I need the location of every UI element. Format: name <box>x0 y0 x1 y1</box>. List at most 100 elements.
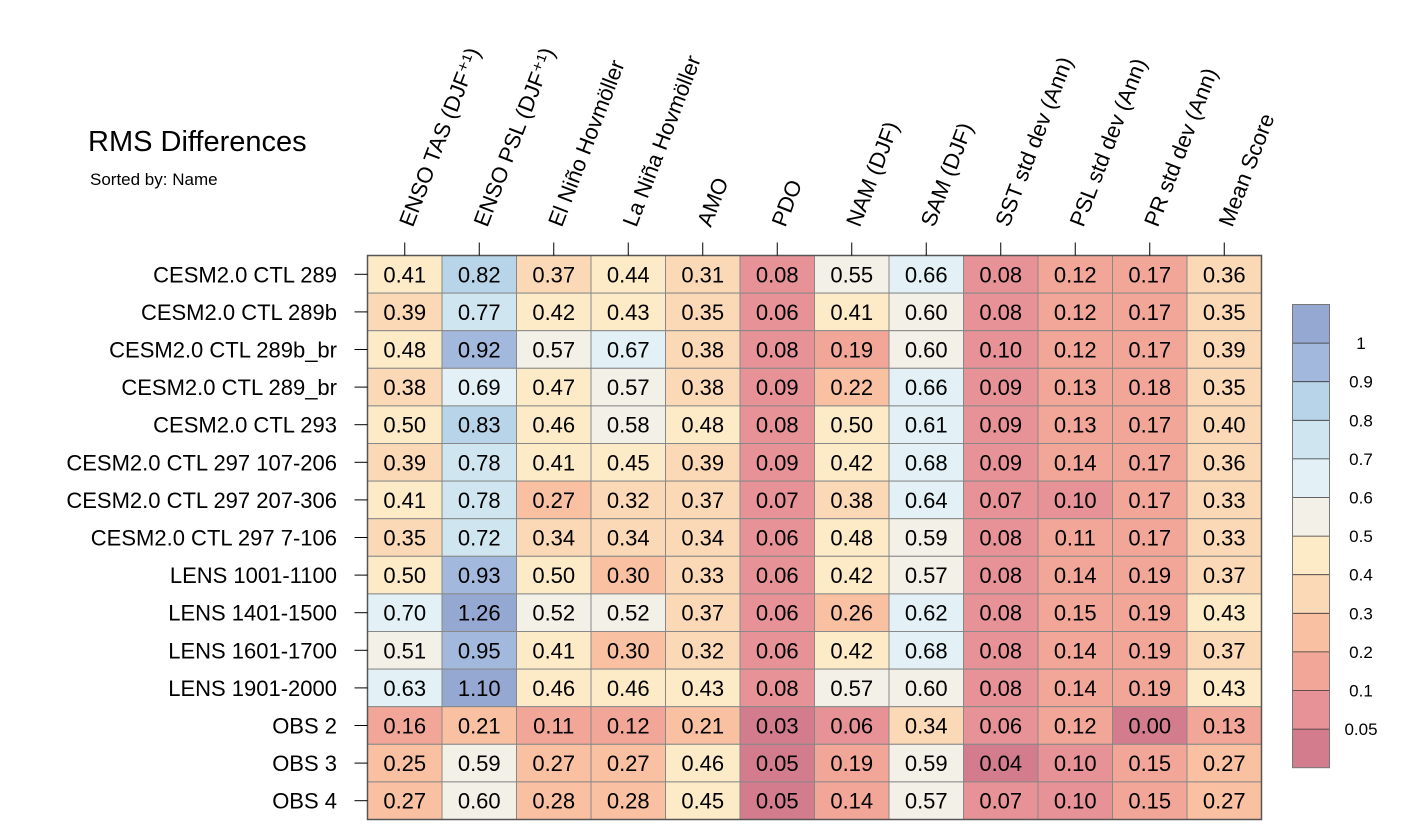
cell-value: 0.39 <box>1203 338 1246 363</box>
heatmap-cell <box>1037 668 1113 708</box>
column-label: AMO <box>692 174 733 230</box>
cell-value: 0.52 <box>607 601 650 626</box>
heatmap-cell <box>814 255 890 294</box>
heatmap-cell <box>665 292 741 332</box>
cell-value: 0.70 <box>383 601 426 626</box>
cell-value: 0.05 <box>756 789 799 814</box>
cell-value: 0.43 <box>681 676 724 701</box>
cell-value: 0.60 <box>905 300 948 325</box>
heatmap-cell <box>1186 781 1262 821</box>
cell-value: 0.30 <box>607 638 650 663</box>
cell-value: 0.14 <box>1054 676 1097 701</box>
cell-value: 0.82 <box>458 262 501 287</box>
cell-value: 0.66 <box>905 375 948 400</box>
cell-value: 0.17 <box>1128 488 1171 513</box>
cell-value: 0.27 <box>1203 751 1246 776</box>
cell-value: 0.57 <box>830 676 873 701</box>
heatmap-cell <box>1037 255 1113 294</box>
cell-value: 0.31 <box>681 262 724 287</box>
heatmap-cell <box>665 443 741 482</box>
cell-value: 0.06 <box>756 300 799 325</box>
cell-value: 0.61 <box>905 413 948 438</box>
cell-value: 0.36 <box>1203 450 1246 475</box>
cell-value: 0.46 <box>681 751 724 776</box>
cell-value: 0.68 <box>905 638 948 663</box>
legend-swatch <box>1292 343 1330 382</box>
cell-value: 0.06 <box>756 563 799 588</box>
cell-value: 0.46 <box>532 676 575 701</box>
cell-value: 0.55 <box>830 262 873 287</box>
chart-title: RMS Differences <box>88 126 307 158</box>
cell-value: 0.28 <box>532 789 575 814</box>
cell-value: 0.37 <box>681 601 724 626</box>
cell-value: 0.42 <box>532 300 575 325</box>
cell-value: 0.38 <box>383 375 426 400</box>
heatmap-cell <box>516 405 592 444</box>
cell-value: 0.12 <box>1054 714 1097 739</box>
heatmap-cell <box>367 555 443 595</box>
heatmap-cell <box>1037 367 1113 407</box>
cell-value: 0.08 <box>979 262 1022 287</box>
heatmap-cell <box>1037 518 1113 557</box>
cell-value: 0.32 <box>681 638 724 663</box>
heatmap-cell <box>888 781 964 821</box>
cell-value: 0.38 <box>681 338 724 363</box>
legend-label: 0.9 <box>1349 373 1373 392</box>
cell-value: 0.12 <box>1054 300 1097 325</box>
cell-value: 0.14 <box>1054 563 1097 588</box>
cell-value: 0.57 <box>905 789 948 814</box>
cell-value: 0.07 <box>756 488 799 513</box>
heatmap-cell <box>963 743 1039 783</box>
heatmap-cell <box>441 443 517 482</box>
cell-value: 0.42 <box>830 638 873 663</box>
heatmap-cell <box>739 405 815 444</box>
cell-value: 0.15 <box>1054 601 1097 626</box>
legend-swatch <box>1292 304 1330 344</box>
cell-value: 0.72 <box>458 526 501 551</box>
cell-value: 0.41 <box>830 300 873 325</box>
cell-value: 0.19 <box>830 751 873 776</box>
cell-value: 0.39 <box>383 300 426 325</box>
legend-swatch <box>1292 458 1330 498</box>
cell-value: 0.18 <box>1128 375 1171 400</box>
heatmap-cell <box>739 631 815 670</box>
cell-value: 0.11 <box>1055 526 1096 551</box>
cell-value: 0.07 <box>979 488 1022 513</box>
cell-value: 0.59 <box>905 751 948 776</box>
cell-value: 1.26 <box>458 601 501 626</box>
legend-label: 0.3 <box>1349 604 1373 623</box>
row-label: CESM2.0 CTL 289b_br <box>109 338 337 363</box>
legend-swatch <box>1292 574 1330 614</box>
cell-value: 0.03 <box>756 714 799 739</box>
cell-value: 0.33 <box>1203 488 1246 513</box>
heatmap-cell <box>665 593 741 633</box>
cell-value: 0.64 <box>905 488 948 513</box>
cell-value: 0.09 <box>979 450 1022 475</box>
heatmap-cell <box>739 781 815 821</box>
cell-value: 0.25 <box>383 751 426 776</box>
heatmap-cell <box>590 555 666 595</box>
legend-label: 0.2 <box>1349 643 1373 662</box>
cell-value: 0.92 <box>458 338 501 363</box>
heatmap-cell <box>963 443 1039 482</box>
cell-value: 0.51 <box>383 638 426 663</box>
cell-value: 0.21 <box>458 714 501 739</box>
cell-value: 0.08 <box>979 563 1022 588</box>
cell-value: 0.59 <box>905 526 948 551</box>
column-label: NAM (DJF) <box>841 118 904 230</box>
heatmap-cell <box>888 518 964 557</box>
cell-value: 0.39 <box>383 450 426 475</box>
cell-value: 0.93 <box>458 563 501 588</box>
heatmap-cell <box>441 518 517 557</box>
cell-value: 0.52 <box>532 601 575 626</box>
cell-value: 0.78 <box>458 450 501 475</box>
heatmap-cell <box>1112 330 1188 369</box>
heatmap-cell <box>590 743 666 783</box>
legend-label: 0.1 <box>1349 682 1373 701</box>
heatmap-cell <box>665 330 741 369</box>
legend-swatch <box>1292 729 1330 768</box>
cell-value: 0.26 <box>830 601 873 626</box>
cell-value: 0.27 <box>383 789 426 814</box>
legend-label: 0.5 <box>1349 527 1373 546</box>
heatmap-cell <box>367 367 443 407</box>
